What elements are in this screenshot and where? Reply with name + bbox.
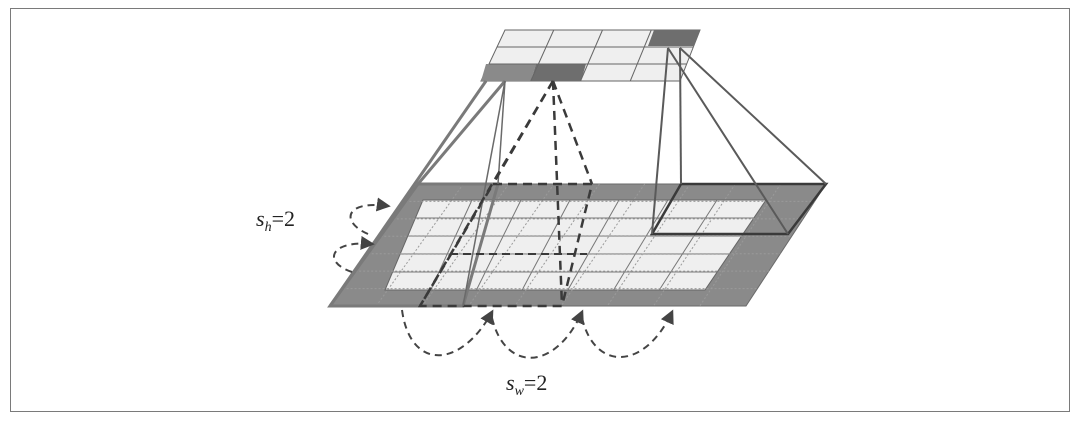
output-grid-col-line [530, 29, 555, 82]
padding-grid-lines [342, 183, 815, 307]
stride-w-label: sw=2 [506, 370, 548, 399]
input-grid-col-line [658, 199, 718, 291]
input-grid-col-line [613, 199, 669, 291]
output-cell-top-right [648, 30, 700, 46]
input-grid-col-line [475, 199, 522, 291]
padding-grid-col-line [422, 183, 510, 307]
output-cell-bottom-left [481, 64, 536, 81]
padding-grid-col-line [560, 183, 646, 307]
projection-lines-left-thin [462, 80, 506, 307]
padding-grid-col-line [375, 183, 464, 307]
stride-h-arrows [333, 197, 391, 273]
projection-lines-left [328, 80, 507, 307]
padding-grid-col-line [699, 183, 782, 307]
projection-lines-middle [418, 80, 594, 307]
stride-w-arrows [401, 309, 674, 359]
stride-h-label: sh=2 [256, 206, 295, 235]
output-grid-col-line [580, 29, 603, 82]
output-layer [480, 29, 701, 82]
padding-grid-col-line [606, 183, 691, 307]
padding-grid-col-line [514, 183, 600, 307]
output-cell-bottom-second [531, 64, 586, 81]
padding-grid-col-line [468, 183, 555, 307]
receptive-field-middle [417, 182, 594, 308]
projection-lines-right [651, 47, 827, 235]
input-grid-col-line [567, 199, 620, 291]
input-layer [329, 183, 827, 307]
input-grid-region [384, 199, 767, 291]
output-grid-col-line [629, 29, 652, 82]
input-grid-col-line [521, 199, 571, 291]
padding-grid-col-line [653, 183, 736, 307]
output-grid-lines [489, 29, 694, 82]
